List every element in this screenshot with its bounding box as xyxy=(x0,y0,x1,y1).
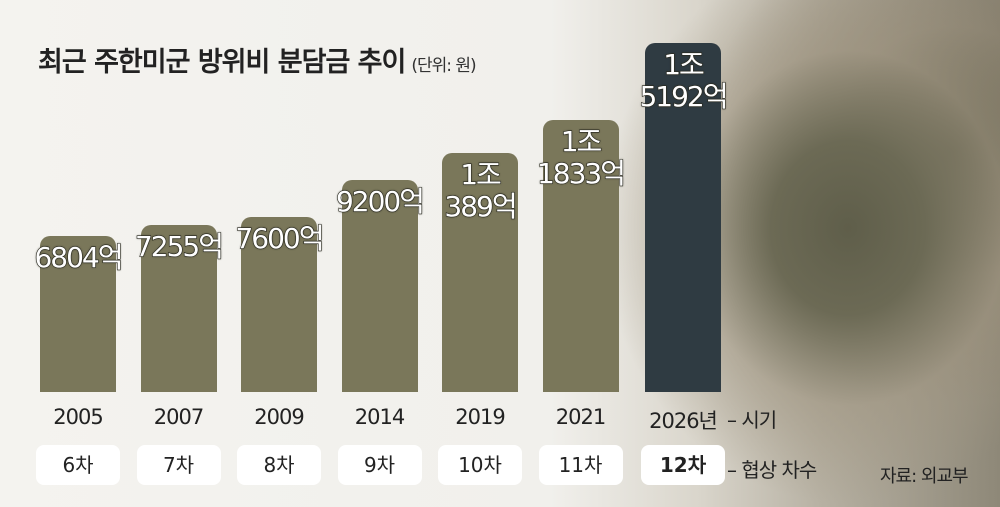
unit-note: (단위: 원) xyxy=(411,56,476,76)
bar xyxy=(341,180,418,392)
x-tick-label: 2007 xyxy=(153,405,204,429)
chart-title: 최근 주한미군 방위비 분담금 추이 (단위: 원) xyxy=(38,40,477,79)
value-label: 1조 1833억 xyxy=(536,124,626,190)
source: 자료: 외교부 xyxy=(880,466,969,487)
bar xyxy=(241,217,317,392)
value-label: 7255억 xyxy=(134,230,224,264)
value-label: 7600억 xyxy=(235,222,325,256)
value-label: 1조 389억 xyxy=(444,158,518,224)
round-label: 6차 xyxy=(36,445,120,485)
value-label: 9200억 xyxy=(335,185,425,219)
bar xyxy=(140,225,217,392)
axis-note: – 협상 차수 xyxy=(727,458,817,482)
value-label: 1조 5192억 xyxy=(639,47,729,113)
x-tick-label: 2021 xyxy=(555,405,606,429)
bar xyxy=(645,42,721,392)
round-label: 8차 xyxy=(237,445,321,485)
bar xyxy=(40,235,116,392)
round-label: 7차 xyxy=(136,445,221,485)
round-label: 10차 xyxy=(438,445,522,485)
x-tick-label: 2005 xyxy=(53,405,103,429)
bar xyxy=(442,153,518,392)
x-tick-label: 2026년 xyxy=(649,409,718,433)
bar xyxy=(542,119,619,392)
title-text: 최근 주한미군 방위비 분담금 추이 xyxy=(38,47,406,78)
x-tick-label: 2009 xyxy=(254,405,304,429)
round-label: 12차 xyxy=(641,445,725,485)
x-tick-label: 2014 xyxy=(354,405,405,429)
value-label: 6804억 xyxy=(34,240,124,274)
axis-note: – 시기 xyxy=(727,408,777,432)
round-label: 11차 xyxy=(538,445,623,485)
x-tick-label: 2019 xyxy=(455,405,505,429)
round-label: 9차 xyxy=(337,445,422,485)
